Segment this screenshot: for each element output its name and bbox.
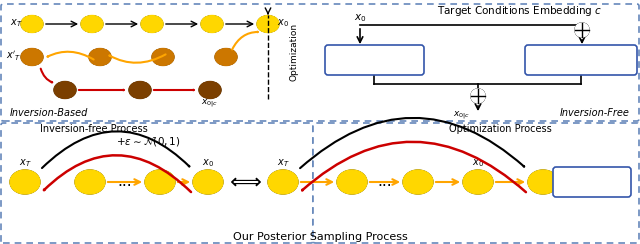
Text: Network: Network: [352, 55, 396, 65]
FancyArrowPatch shape: [232, 32, 258, 50]
Ellipse shape: [54, 81, 76, 99]
Text: Optimization: Optimization: [289, 23, 298, 81]
Text: $+\epsilon\sim\mathcal{N}(0,1)$: $+\epsilon\sim\mathcal{N}(0,1)$: [116, 135, 180, 149]
Text: $x_{0|c}$: $x_{0|c}$: [202, 98, 218, 110]
Text: Optimizer: Optimizer: [566, 177, 618, 187]
Ellipse shape: [129, 81, 151, 99]
Circle shape: [471, 89, 485, 103]
Ellipse shape: [21, 49, 43, 65]
FancyArrowPatch shape: [44, 155, 191, 192]
FancyArrowPatch shape: [302, 142, 526, 192]
Circle shape: [575, 23, 589, 37]
Text: $x_0$: $x_0$: [277, 17, 289, 29]
Text: $x_T$: $x_T$: [10, 17, 22, 29]
Ellipse shape: [81, 16, 103, 32]
FancyBboxPatch shape: [525, 45, 637, 75]
Text: Network Copy: Network Copy: [544, 55, 618, 65]
Ellipse shape: [268, 170, 298, 194]
Ellipse shape: [10, 170, 40, 194]
Ellipse shape: [152, 49, 174, 65]
Ellipse shape: [257, 16, 279, 32]
Text: $\Longleftrightarrow$: $\Longleftrightarrow$: [225, 172, 262, 192]
Ellipse shape: [215, 49, 237, 65]
FancyBboxPatch shape: [313, 123, 639, 243]
Text: Optimization Process: Optimization Process: [449, 124, 552, 134]
Ellipse shape: [141, 16, 163, 32]
FancyBboxPatch shape: [553, 167, 631, 197]
Text: $x_{0|c}$: $x_{0|c}$: [454, 110, 470, 122]
FancyBboxPatch shape: [325, 45, 424, 75]
Ellipse shape: [199, 81, 221, 99]
FancyArrowPatch shape: [41, 69, 52, 82]
Ellipse shape: [193, 170, 223, 194]
Ellipse shape: [201, 16, 223, 32]
Ellipse shape: [145, 170, 175, 194]
Text: ...: ...: [118, 174, 132, 190]
Text: $x_T$: $x_T$: [276, 157, 289, 169]
FancyArrowPatch shape: [42, 131, 189, 168]
Text: Inversion-Free: Inversion-Free: [560, 108, 630, 118]
Ellipse shape: [75, 170, 105, 194]
Text: $x_0$: $x_0$: [472, 157, 484, 169]
Ellipse shape: [89, 49, 111, 65]
Text: ...: ...: [378, 174, 392, 190]
Text: $x_0$: $x_0$: [354, 12, 366, 24]
FancyArrowPatch shape: [47, 52, 93, 60]
Text: $x_0$: $x_0$: [202, 157, 214, 169]
FancyArrowPatch shape: [109, 54, 166, 63]
Ellipse shape: [463, 170, 493, 194]
Ellipse shape: [21, 16, 43, 32]
Text: $x_T$: $x_T$: [19, 157, 31, 169]
FancyArrowPatch shape: [300, 118, 524, 168]
Ellipse shape: [528, 170, 558, 194]
Text: $x'_T$: $x'_T$: [6, 49, 22, 63]
FancyBboxPatch shape: [1, 123, 313, 243]
Ellipse shape: [337, 170, 367, 194]
Text: Our Posterior Sampling Process: Our Posterior Sampling Process: [232, 232, 408, 242]
Ellipse shape: [403, 170, 433, 194]
Text: Target Conditions Embedding $c$: Target Conditions Embedding $c$: [437, 4, 603, 18]
Text: Inversion-free Process: Inversion-free Process: [40, 124, 148, 134]
FancyBboxPatch shape: [1, 4, 639, 121]
Text: Inversion-Based: Inversion-Based: [10, 108, 88, 118]
